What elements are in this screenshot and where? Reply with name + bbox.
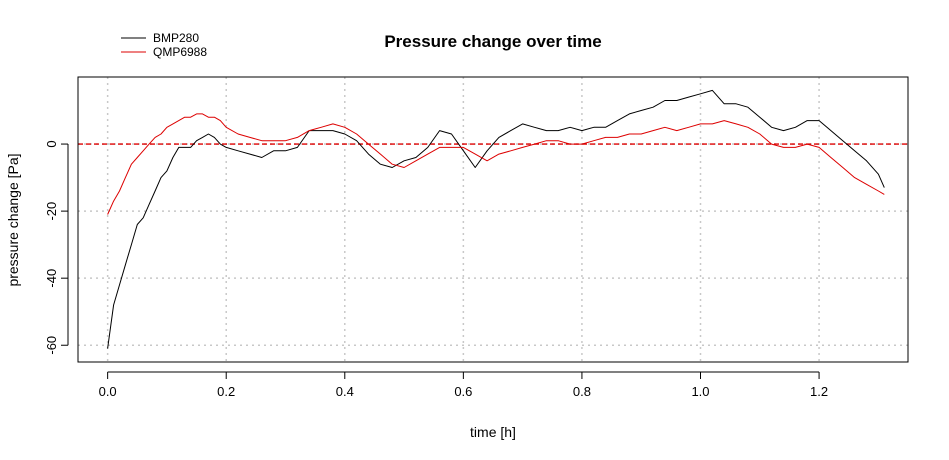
x-tick-label: 1.0 xyxy=(691,384,709,399)
chart-title: Pressure change over time xyxy=(384,32,601,51)
series-line-qmp6988 xyxy=(107,113,885,215)
y-tick-label: -60 xyxy=(44,336,59,355)
plot-frame xyxy=(77,76,909,363)
legend-label: BMP280 xyxy=(153,31,199,45)
x-axis-label: time [h] xyxy=(470,424,516,440)
y-axis-label: pressure change [Pa] xyxy=(5,153,21,286)
y-tick-label: -40 xyxy=(44,269,59,288)
x-tick-label: 0.4 xyxy=(336,384,354,399)
x-axis: 0.0 0.2 0.4 0.6 0.8 1.0 1.2 xyxy=(99,371,828,399)
series-line-bmp280 xyxy=(107,89,885,349)
y-tick-label: 0 xyxy=(44,140,59,147)
x-tick-label: 0.0 xyxy=(99,384,117,399)
series-lines xyxy=(107,89,885,349)
y-tick-label: -20 xyxy=(44,202,59,221)
x-tick-label: 0.2 xyxy=(217,384,235,399)
y-axis: -60 -40 -20 0 xyxy=(44,140,69,355)
x-tick-label: 0.6 xyxy=(454,384,472,399)
x-tick-label: 0.8 xyxy=(573,384,591,399)
legend-label: QMP6988 xyxy=(153,45,207,59)
grid xyxy=(78,77,908,362)
x-tick-label: 1.2 xyxy=(810,384,828,399)
